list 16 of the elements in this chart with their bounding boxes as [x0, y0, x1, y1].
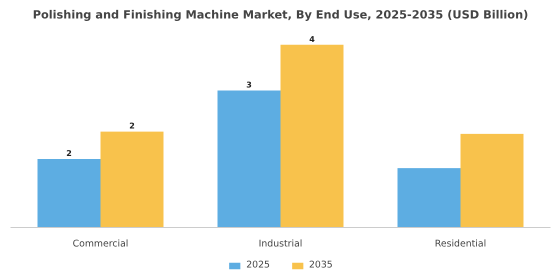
data-label: 2 — [66, 148, 72, 158]
bar — [460, 134, 524, 228]
x-tick-label: Residential — [434, 238, 486, 250]
chart-title: Polishing and Finishing Machine Market, By End Use, 2025-2035 (USD Billion) — [32, 8, 528, 22]
data-label: 4 — [309, 34, 316, 44]
data-label: 2 — [129, 122, 135, 131]
bar — [398, 168, 460, 228]
bar — [100, 132, 164, 228]
data-label: 3 — [246, 80, 252, 90]
bar — [38, 158, 100, 228]
x-tick-label: Commercial — [72, 238, 128, 250]
legend-label: 2035 — [309, 260, 333, 270]
legend-label: 2025 — [246, 260, 270, 270]
bar — [218, 90, 280, 228]
x-tick-label: Industrial — [258, 238, 302, 250]
bar — [280, 44, 344, 228]
